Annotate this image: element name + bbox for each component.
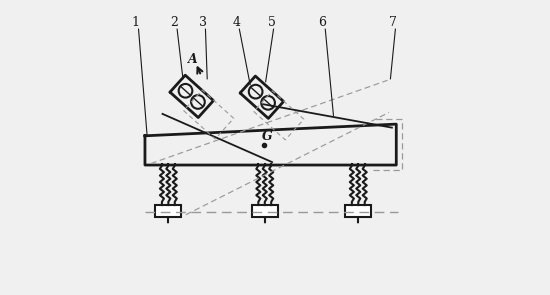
Text: A: A — [188, 53, 197, 66]
Text: 3: 3 — [200, 16, 207, 29]
Text: 6: 6 — [318, 16, 326, 29]
Bar — [155, 205, 182, 217]
Text: 1: 1 — [131, 16, 139, 29]
Bar — [251, 205, 278, 217]
Text: 5: 5 — [267, 16, 276, 29]
Text: 2: 2 — [170, 16, 178, 29]
Bar — [345, 205, 371, 217]
Text: G: G — [261, 130, 272, 143]
Text: 7: 7 — [389, 16, 397, 29]
Text: 4: 4 — [233, 16, 240, 29]
